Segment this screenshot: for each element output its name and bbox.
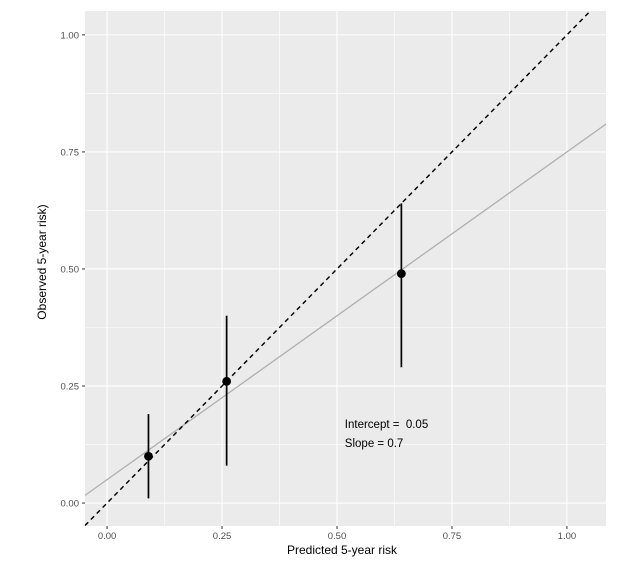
calibration-regression-line bbox=[84, 123, 607, 496]
x-tick-label: 0.50 bbox=[328, 531, 347, 542]
y-tick-label: 1.00 bbox=[61, 30, 80, 41]
x-axis: 0.00 0.25 0.50 0.75 1.00 bbox=[98, 526, 576, 542]
y-tick-label: 0.25 bbox=[61, 381, 80, 392]
data-point bbox=[396, 269, 406, 279]
x-tick-label: 0.75 bbox=[443, 531, 462, 542]
x-tick-label: 0.25 bbox=[213, 531, 232, 542]
x-tick-label: 1.00 bbox=[558, 531, 577, 542]
annotations: Intercept = 0.05 Slope = 0.7 bbox=[345, 419, 428, 450]
major-gridlines bbox=[85, 11, 606, 526]
annotation-slope: Slope = 0.7 bbox=[345, 438, 404, 450]
x-axis-label: Predicted 5-year risk bbox=[287, 543, 398, 557]
y-tick-label: 0.00 bbox=[61, 498, 80, 509]
identity-reference-line bbox=[84, 10, 591, 527]
y-tick-label: 0.75 bbox=[61, 147, 80, 158]
x-tick-label: 0.00 bbox=[98, 531, 117, 542]
annotation-intercept: Intercept = 0.05 bbox=[345, 419, 428, 431]
y-axis-label: Observed 5-year risk) bbox=[35, 204, 49, 319]
data-points bbox=[144, 269, 406, 461]
y-tick-label: 0.50 bbox=[61, 264, 80, 275]
data-point bbox=[144, 451, 153, 461]
data-point bbox=[222, 376, 232, 386]
y-axis: 0.00 0.25 0.50 0.75 1.00 bbox=[61, 30, 85, 509]
